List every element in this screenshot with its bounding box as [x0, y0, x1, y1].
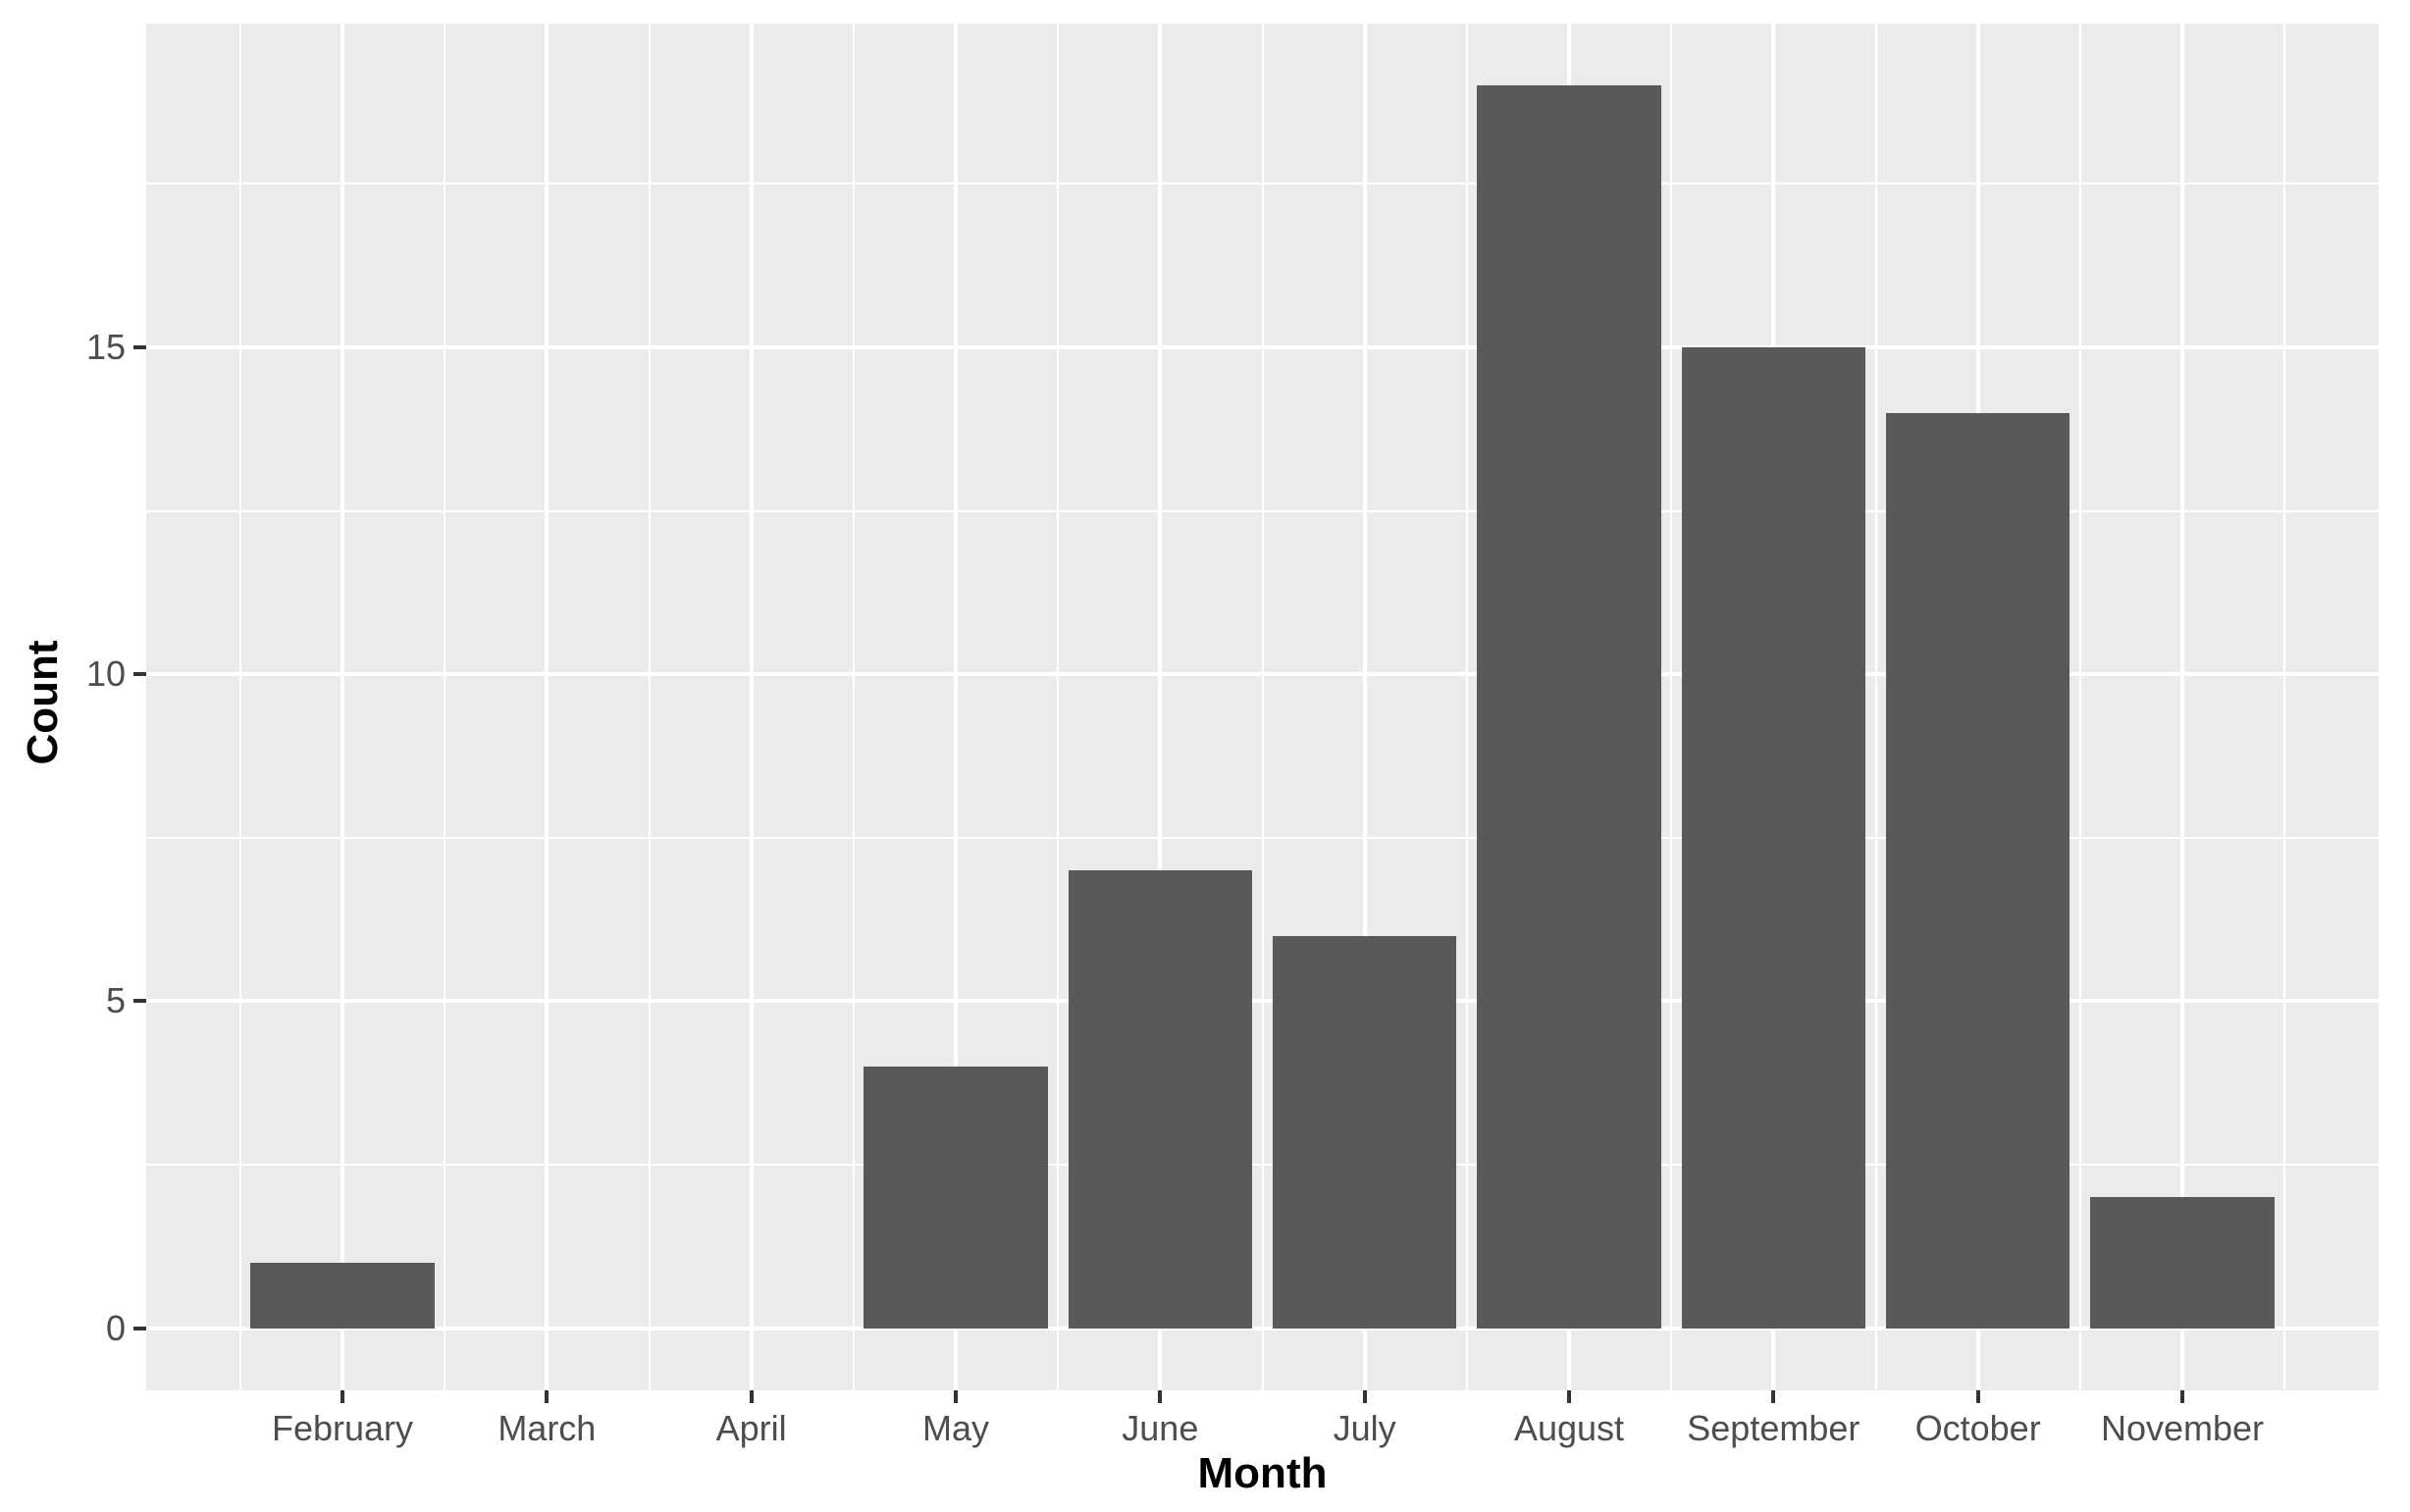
gridline-minor-x-2	[648, 24, 651, 1390]
x-tick-september	[1771, 1390, 1776, 1403]
gridline-minor-x-7	[1670, 24, 1673, 1390]
x-tick-label-august: August	[1513, 1408, 1625, 1448]
x-tick-label-june: June	[1122, 1408, 1199, 1448]
gridline-minor-x-5	[1261, 24, 1264, 1390]
gridline-minor-x-10	[2283, 24, 2286, 1390]
x-tick-november	[2180, 1390, 2184, 1403]
y-tick-label-15: 15	[85, 326, 126, 367]
x-tick-april	[749, 1390, 754, 1403]
gridline-major-x-may	[954, 24, 958, 1390]
gridline-major-x-march	[545, 24, 550, 1390]
gridline-major-x-june	[1158, 24, 1163, 1390]
gridline-minor-x-6	[1465, 24, 1468, 1390]
bar-june	[1068, 870, 1253, 1329]
x-tick-label-september: September	[1687, 1408, 1860, 1448]
x-tick-august	[1567, 1390, 1571, 1403]
bar-october	[1885, 412, 2070, 1329]
x-tick-label-march: March	[498, 1408, 597, 1448]
x-tick-may	[954, 1390, 958, 1403]
x-tick-label-july: July	[1333, 1408, 1396, 1448]
x-tick-label-may: May	[921, 1408, 990, 1448]
x-tick-label-october: October	[1914, 1408, 2041, 1448]
gridline-major-x-november	[2180, 24, 2184, 1390]
bar-may	[864, 1067, 1048, 1329]
x-tick-june	[1158, 1390, 1163, 1403]
chart-panel	[146, 24, 2379, 1390]
y-tick-label-0: 0	[105, 1307, 126, 1348]
gridline-minor-x-1	[444, 24, 446, 1390]
y-tick-15	[133, 344, 146, 349]
y-tick-label-10: 10	[85, 653, 126, 695]
y-tick-label-5: 5	[105, 980, 126, 1021]
gridline-minor-x-0	[238, 24, 241, 1390]
x-tick-label-april: April	[715, 1408, 787, 1448]
bar-february	[250, 1263, 435, 1329]
bar-july	[1272, 935, 1457, 1329]
y-tick-0	[133, 1326, 146, 1330]
bar-september	[1681, 346, 1866, 1329]
x-tick-july	[1362, 1390, 1367, 1403]
y-tick-10	[133, 672, 146, 677]
x-tick-october	[1975, 1390, 1980, 1403]
bar-november	[2090, 1197, 2275, 1329]
gridline-major-x-july	[1362, 24, 1367, 1390]
gridline-major-x-february	[341, 24, 344, 1390]
x-tick-label-february: February	[271, 1408, 414, 1448]
bar-august	[1477, 85, 1661, 1329]
y-tick-5	[133, 999, 146, 1004]
x-axis-title: Month	[1197, 1449, 1328, 1497]
x-tick-february	[341, 1390, 344, 1403]
x-tick-label-november: November	[2100, 1408, 2265, 1448]
gridline-minor-x-8	[1874, 24, 1877, 1390]
gridline-minor-x-4	[1057, 24, 1060, 1390]
gridline-minor-x-9	[2078, 24, 2081, 1390]
x-tick-march	[545, 1390, 550, 1403]
gridline-minor-x-3	[852, 24, 855, 1390]
gridline-major-x-april	[749, 24, 754, 1390]
